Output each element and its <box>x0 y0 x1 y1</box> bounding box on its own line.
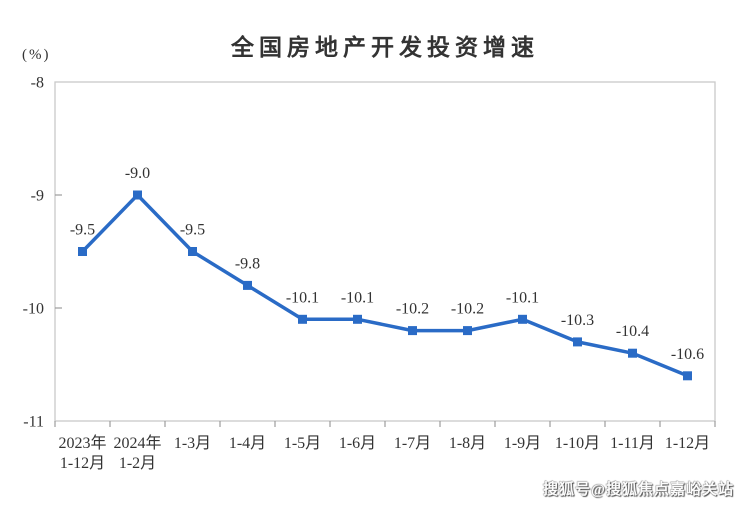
x-axis-category-label: 1-7月 <box>394 435 431 452</box>
x-axis-category-label: 1-8月 <box>449 435 486 452</box>
x-axis-category-label: 1-4月 <box>229 435 266 452</box>
x-axis-ticks <box>54 421 716 427</box>
data-point-marker <box>628 348 637 358</box>
x-axis-category-label: 1-11月 <box>610 435 655 452</box>
x-axis-category-label: 2023年 <box>58 434 106 452</box>
x-axis-category-label: 1-2月 <box>119 455 156 472</box>
data-point-label: -10.6 <box>671 346 704 363</box>
data-point-marker <box>298 314 307 324</box>
y-axis-tick-label: -11 <box>23 414 44 431</box>
y-axis-tick-label: -8 <box>31 75 44 92</box>
data-point-label: -9.5 <box>180 222 205 239</box>
plot-area-border <box>54 81 716 422</box>
x-axis-category-label: 1-3月 <box>174 435 211 452</box>
x-axis-category-label: 1-5月 <box>284 435 321 452</box>
x-axis-labels: 2023年 1-12月 2024年 1-2月 1-3月 1-4月 1-5月 1-6月 1-7月 1… <box>58 434 710 472</box>
x-axis-category-label: 1-6月 <box>339 435 376 452</box>
data-point-label: -10.2 <box>451 301 484 318</box>
x-axis-category-label: 1-12月 <box>665 435 710 452</box>
data-point-label: -9.8 <box>235 255 260 272</box>
data-series <box>78 190 692 381</box>
x-axis-category-label: 2024年 <box>113 434 161 452</box>
y-axis-tick-label: -10 <box>23 301 44 318</box>
data-point-label: -9.5 <box>70 222 95 239</box>
chart-title: 全国房地产开发投资增速 <box>231 35 539 60</box>
data-point-marker <box>463 326 472 336</box>
data-point-marker <box>78 247 87 256</box>
data-point-marker <box>243 280 252 290</box>
data-point-label: -10.2 <box>396 301 429 318</box>
y-axis-labels: -8 -9 -10 -11 <box>23 75 44 431</box>
x-axis-category-label: 1-12月 <box>60 455 105 472</box>
data-point-marker <box>133 190 142 200</box>
data-point-marker <box>518 314 527 324</box>
y-axis-ticks <box>55 194 62 309</box>
y-axis-unit-label: (%) <box>22 47 51 63</box>
data-point-label: -10.1 <box>506 289 539 306</box>
data-point-label: -10.4 <box>616 323 649 340</box>
data-point-marker <box>408 326 417 336</box>
watermark: 搜狐号@搜狐焦点嘉峪关站 <box>543 482 734 498</box>
data-value-labels: -9.5 -9.0 -9.5 -9.8 -10.1 -10.1 -10.2 -10.2 -10.… <box>70 165 704 363</box>
data-point-marker <box>188 247 197 256</box>
data-point-label: -9.0 <box>125 165 150 182</box>
data-point-marker <box>353 314 362 324</box>
x-axis-category-label: 1-10月 <box>555 435 600 452</box>
series-line <box>80 193 690 378</box>
data-point-label: -10.3 <box>561 312 594 329</box>
data-point-label: -10.1 <box>286 289 319 306</box>
y-axis-tick-label: -9 <box>31 188 44 205</box>
data-point-marker <box>573 337 582 347</box>
data-point-marker <box>683 371 692 381</box>
x-axis-category-label: 1-9月 <box>504 435 541 452</box>
data-point-label: -10.1 <box>341 289 374 306</box>
